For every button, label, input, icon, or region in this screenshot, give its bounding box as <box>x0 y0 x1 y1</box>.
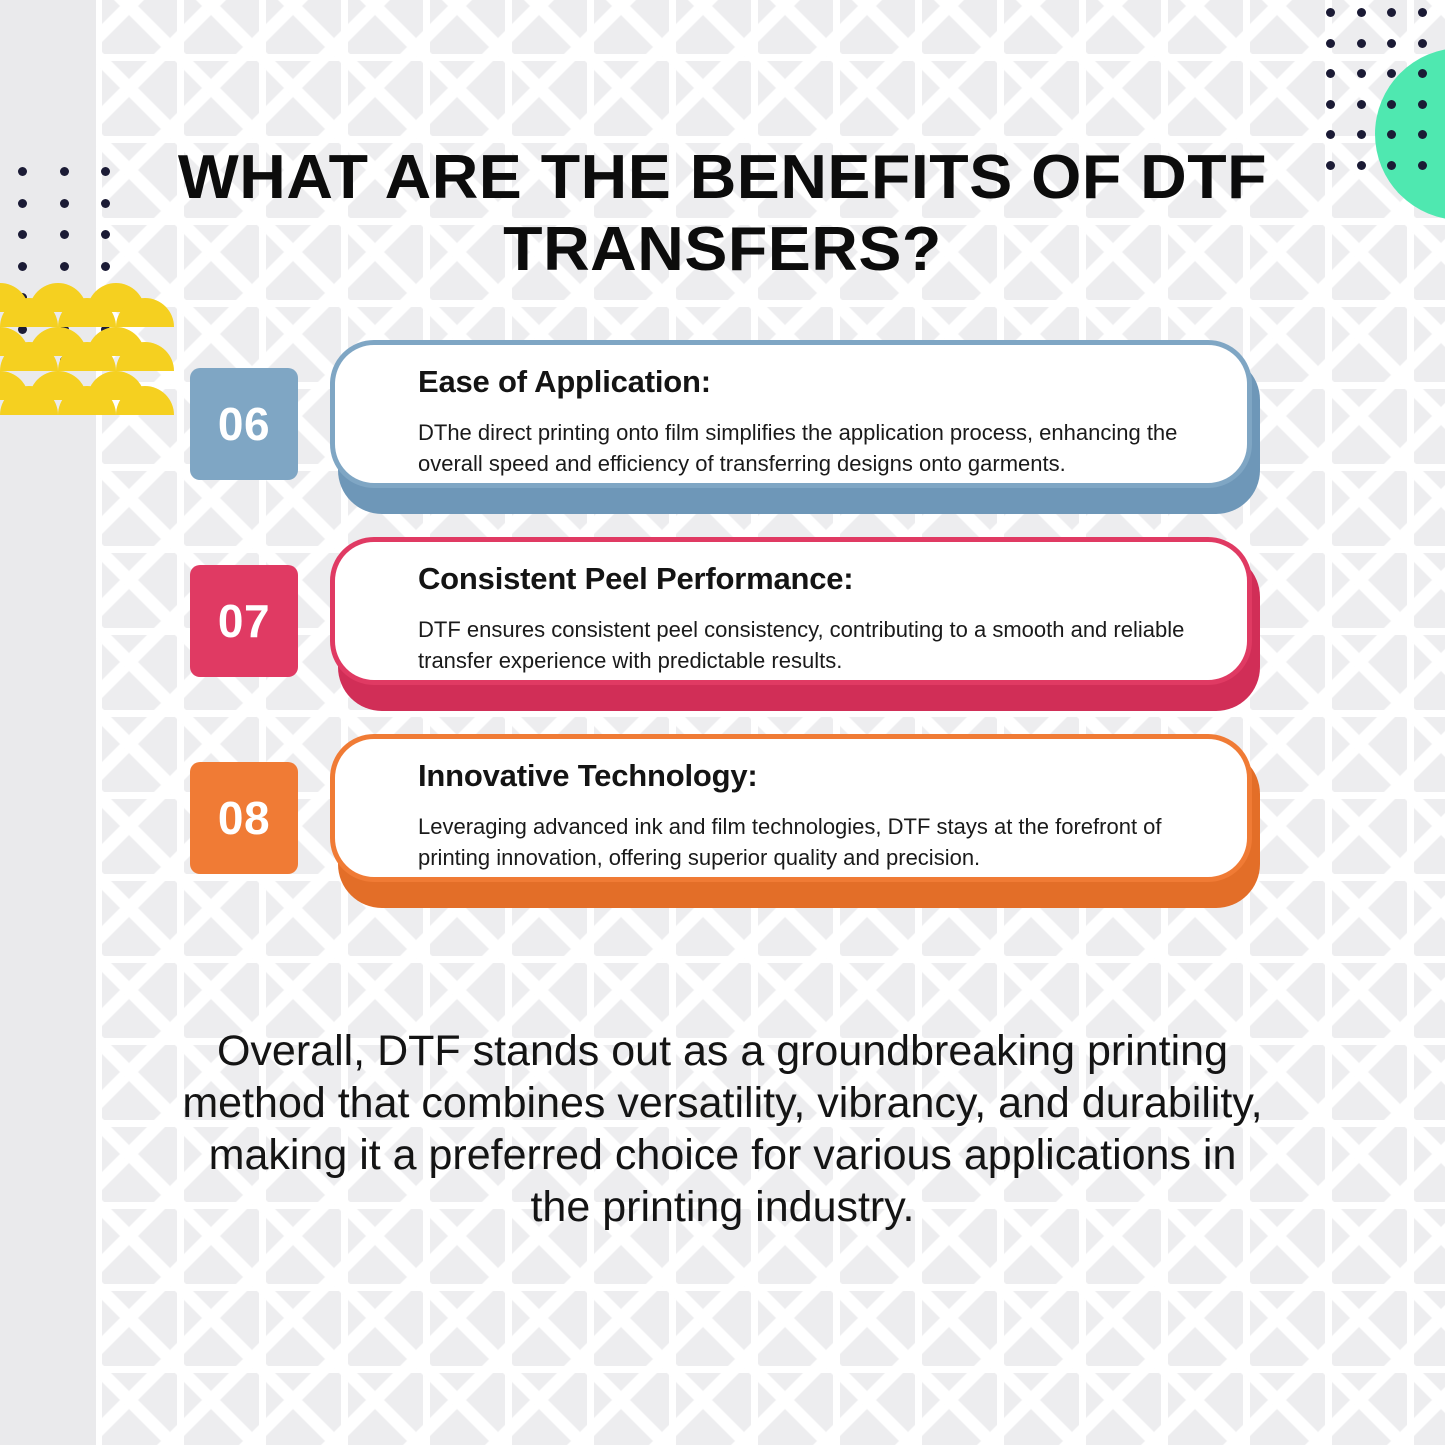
decorative-dot <box>101 167 110 176</box>
decorative-dot <box>101 230 110 239</box>
decorative-dot <box>1417 99 1427 109</box>
benefit-card-wrapper: Innovative Technology: Leveraging advance… <box>330 734 1260 909</box>
decorative-dot <box>59 198 69 208</box>
decorative-dot <box>101 198 110 208</box>
decorative-dot <box>1417 130 1427 139</box>
benefit-card-wrapper: Ease of Application: DThe direct printing… <box>330 340 1260 515</box>
benefit-description: DThe direct printing onto film simplifie… <box>418 420 1178 476</box>
decorative-dot <box>1356 160 1366 170</box>
decorative-dot <box>1356 99 1366 109</box>
benefit-description: DTF ensures consistent peel consistency,… <box>418 617 1185 673</box>
decorative-dot <box>1356 38 1366 48</box>
benefit-row: 06 Ease of Application: DThe direct printi… <box>190 340 1260 515</box>
decorative-dot <box>59 261 69 271</box>
decorative-dot <box>1326 8 1335 17</box>
benefit-heading: Innovative Technology: <box>418 758 758 793</box>
decorative-dot <box>1417 38 1427 48</box>
decorative-dot <box>1326 69 1335 78</box>
decorative-dot <box>59 230 69 239</box>
benefit-card: Consistent Peel Performance: DTF ensures … <box>330 537 1252 685</box>
decorative-dot <box>1417 69 1427 78</box>
benefit-card: Ease of Application: DThe direct printing… <box>330 340 1252 488</box>
benefit-number-label: 07 <box>217 595 271 647</box>
benefit-description: Leveraging advanced ink and film technol… <box>418 814 1162 870</box>
decorative-dot <box>1356 130 1366 139</box>
benefit-card: Innovative Technology: Leveraging advance… <box>330 734 1252 882</box>
decorative-dot <box>18 198 27 208</box>
benefit-number-badge: 08 <box>190 762 298 874</box>
benefit-heading: Consistent Peel Performance: <box>418 561 854 596</box>
decorative-dot <box>1356 69 1366 78</box>
decorative-dot <box>1387 130 1396 139</box>
decorative-dot <box>1387 8 1396 17</box>
benefit-heading: Ease of Application: <box>418 364 711 399</box>
decorative-dot <box>1417 160 1427 170</box>
benefit-number-label: 08 <box>217 792 271 844</box>
decorative-dot <box>1356 8 1366 17</box>
background-left-strip <box>0 0 96 1445</box>
decorative-dot <box>1387 160 1396 170</box>
summary-paragraph: Overall, DTF stands out as a groundbreak… <box>182 1027 1263 1231</box>
decorative-dot <box>1387 99 1396 109</box>
benefit-row: 07 Consistent Peel Performance: DTF ensure… <box>190 537 1260 712</box>
decorative-dot <box>18 230 27 239</box>
decorative-dot <box>101 261 110 271</box>
dot-grid-top-right <box>1326 8 1445 191</box>
decorative-dot <box>18 261 27 271</box>
decorative-dot <box>1417 8 1427 17</box>
decorative-dot <box>1326 38 1335 48</box>
benefit-number-badge: 07 <box>190 565 298 677</box>
decorative-dot <box>1387 38 1396 48</box>
decorative-dot <box>1326 99 1335 109</box>
decorative-dot <box>1387 69 1396 78</box>
benefit-card-wrapper: Consistent Peel Performance: DTF ensures … <box>330 537 1260 712</box>
decorative-dot <box>1326 160 1335 170</box>
benefit-number-label: 06 <box>217 398 271 450</box>
page-title: WHAT ARE THE BENEFITS OF DTF TRANSFERS? <box>177 143 1268 284</box>
decorative-dot <box>59 167 69 176</box>
benefit-row: 08 Innovative Technology: Leveraging advan… <box>190 734 1260 909</box>
benefit-number-badge: 06 <box>190 368 298 480</box>
decorative-dot <box>1326 130 1335 139</box>
decorative-dot <box>18 324 27 334</box>
decorative-dot <box>18 167 27 176</box>
